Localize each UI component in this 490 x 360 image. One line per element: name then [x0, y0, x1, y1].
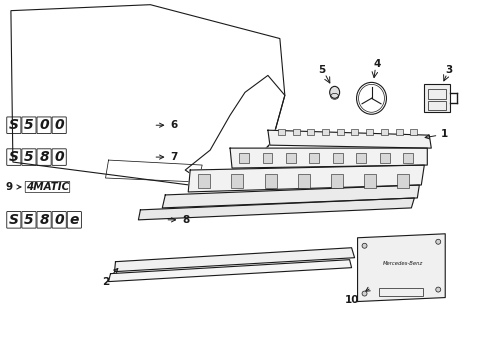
Polygon shape [230, 148, 427, 168]
Polygon shape [188, 165, 424, 192]
Text: 8: 8 [39, 213, 49, 227]
Bar [351, 129, 359, 135]
Text: 6: 6 [156, 120, 177, 130]
Text: e: e [70, 213, 79, 227]
Bar [333, 153, 343, 163]
Bar [239, 153, 249, 163]
Polygon shape [268, 130, 431, 148]
Polygon shape [358, 234, 445, 302]
Bar [331, 174, 343, 188]
Text: 4: 4 [374, 59, 381, 69]
Text: 2: 2 [102, 269, 118, 287]
Text: 5: 5 [24, 150, 34, 164]
Text: 4MATIC: 4MATIC [26, 182, 69, 192]
Bar [322, 129, 329, 135]
Text: 0: 0 [39, 118, 49, 132]
Ellipse shape [436, 239, 441, 244]
Text: S: S [9, 150, 19, 164]
Bar [198, 174, 210, 188]
Bar [356, 153, 367, 163]
Bar [265, 174, 276, 188]
Ellipse shape [330, 86, 340, 98]
Text: 0: 0 [54, 213, 64, 227]
Bar [395, 129, 403, 135]
Text: 0: 0 [54, 118, 64, 132]
Bar [410, 129, 417, 135]
Text: 5: 5 [24, 118, 34, 132]
Ellipse shape [436, 287, 441, 292]
Bar [337, 129, 343, 135]
Bar [380, 153, 390, 163]
Text: 5: 5 [24, 213, 34, 227]
Bar [428, 101, 446, 110]
Text: 9: 9 [6, 182, 21, 192]
Bar [366, 129, 373, 135]
Bar [263, 153, 272, 163]
Polygon shape [162, 185, 419, 208]
Polygon shape [115, 248, 355, 272]
Text: 7: 7 [156, 152, 178, 162]
Bar [381, 129, 388, 135]
Polygon shape [108, 260, 352, 282]
Text: S: S [9, 118, 19, 132]
Text: 1: 1 [425, 129, 448, 139]
Text: 0: 0 [54, 150, 64, 164]
Text: 8: 8 [39, 150, 49, 164]
Bar [428, 89, 446, 99]
Bar [379, 288, 423, 296]
Bar [310, 153, 319, 163]
Polygon shape [138, 198, 415, 220]
Ellipse shape [362, 291, 367, 296]
Text: 3: 3 [445, 66, 453, 76]
Bar [307, 129, 314, 135]
Text: S: S [9, 213, 19, 227]
Bar [298, 174, 310, 188]
Text: 10: 10 [345, 287, 370, 305]
Bar [403, 153, 414, 163]
Text: 8: 8 [168, 215, 190, 225]
Bar [424, 84, 450, 112]
Bar [231, 174, 244, 188]
Bar [364, 174, 376, 188]
Text: Mercedes-Benz: Mercedes-Benz [383, 261, 423, 266]
Bar [286, 153, 296, 163]
Bar [278, 129, 285, 135]
Ellipse shape [362, 243, 367, 248]
Text: 5: 5 [318, 66, 325, 76]
Bar [293, 129, 299, 135]
Bar [397, 174, 409, 188]
